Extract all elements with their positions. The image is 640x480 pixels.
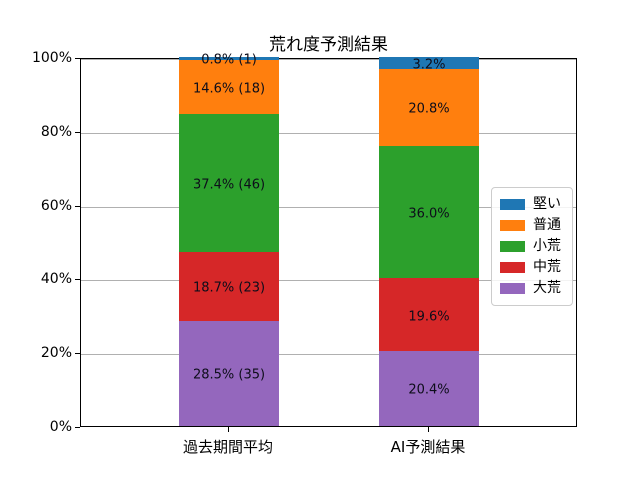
xtick-mark-過去期間平均	[228, 427, 229, 432]
legend-row-中荒: 中荒	[500, 257, 564, 278]
bar-segment-堅い-AI予測結果	[379, 57, 479, 69]
bar-label-堅い-AI予測結果: 3.2%	[412, 57, 446, 73]
legend-swatch-小荒	[500, 241, 525, 252]
gridline-80	[81, 132, 576, 134]
ytick-mark	[75, 279, 80, 281]
ytick-label-0%: 0%	[49, 419, 72, 435]
xtick-label-AI予測結果: AI予測結果	[390, 438, 466, 456]
bar-label-小荒-AI予測結果: 36.0%	[408, 206, 450, 222]
legend-row-普通: 普通	[500, 215, 564, 236]
bar-label-中荒-過去期間平均: 18.7% (23)	[192, 280, 266, 296]
bar-segment-大荒-AI予測結果	[379, 350, 479, 426]
legend-row-堅い: 堅い	[500, 194, 564, 215]
xtick-mark-AI予測結果	[428, 427, 429, 432]
ytick-label-100%: 100%	[31, 50, 72, 66]
bar-segment-中荒-過去期間平均	[179, 251, 279, 321]
legend-label-堅い: 堅い	[533, 196, 561, 212]
ytick-label-40%: 40%	[40, 271, 72, 288]
legend-label-大荒: 大荒	[533, 280, 561, 296]
xtick-label-過去期間平均: 過去期間平均	[182, 438, 273, 456]
bar-segment-小荒-過去期間平均	[179, 113, 279, 252]
legend-swatch-堅い	[500, 199, 525, 210]
ytick-label-20%: 20%	[40, 345, 72, 362]
bar-label-大荒-AI予測結果: 20.4%	[408, 382, 450, 398]
bar-segment-普通-AI予測結果	[379, 68, 479, 146]
ytick-mark	[75, 58, 80, 59]
legend-swatch-中荒	[500, 262, 525, 273]
legend: 堅い普通小荒中荒大荒	[491, 187, 573, 306]
bar-label-小荒-過去期間平均: 37.4% (46)	[192, 177, 266, 193]
bar-segment-堅い-過去期間平均	[179, 57, 279, 60]
bar-label-普通-過去期間平均: 14.6% (18)	[192, 81, 266, 97]
legend-swatch-大荒	[500, 283, 525, 294]
legend-swatch-普通	[500, 220, 525, 231]
gridline-60	[81, 206, 576, 208]
bar-segment-普通-過去期間平均	[179, 59, 279, 114]
gridline-20	[81, 354, 576, 356]
chart-title: 荒れ度予測結果	[269, 35, 388, 55]
ytick-label-60%: 60%	[40, 197, 72, 214]
bar-segment-大荒-過去期間平均	[179, 320, 279, 426]
legend-label-小荒: 小荒	[533, 238, 561, 254]
legend-row-小荒: 小荒	[500, 236, 564, 257]
bar-segment-小荒-AI予測結果	[379, 145, 479, 279]
bar-label-普通-AI予測結果: 20.8%	[408, 101, 450, 117]
legend-row-大荒: 大荒	[500, 278, 564, 299]
ytick-mark	[75, 427, 80, 428]
ytick-mark	[75, 353, 80, 355]
ytick-mark	[75, 131, 80, 133]
bar-segment-中荒-AI予測結果	[379, 278, 479, 351]
legend-label-中荒: 中荒	[533, 259, 561, 275]
legend-label-普通: 普通	[533, 217, 561, 233]
ytick-mark	[75, 205, 80, 207]
gridline-40	[81, 280, 576, 282]
bar-label-中荒-AI予測結果: 19.6%	[408, 309, 450, 325]
bar-label-堅い-過去期間平均: 0.8% (1)	[201, 52, 257, 68]
bar-label-大荒-過去期間平均: 28.5% (35)	[192, 367, 266, 383]
gridline-100	[81, 59, 576, 60]
ytick-label-80%: 80%	[40, 123, 72, 140]
